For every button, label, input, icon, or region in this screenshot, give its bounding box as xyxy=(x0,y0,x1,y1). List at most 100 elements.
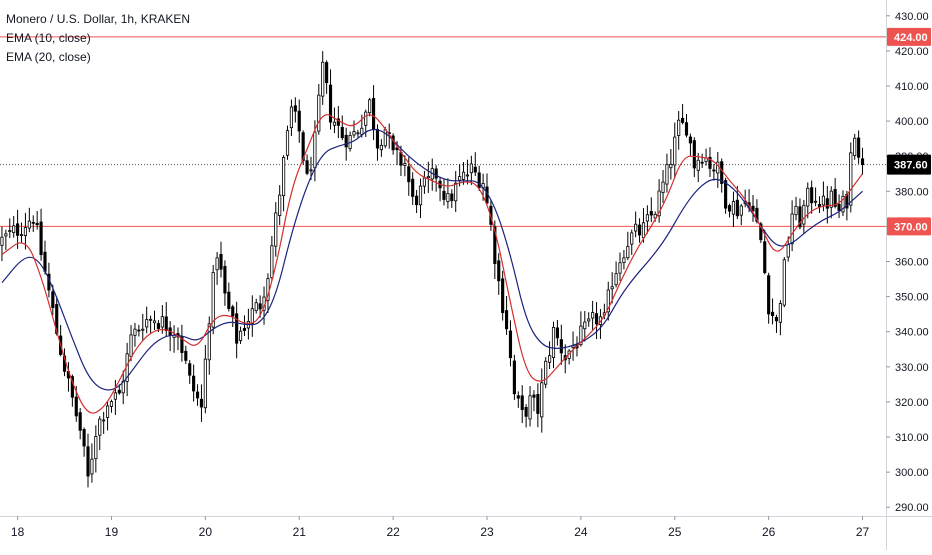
candle-body xyxy=(293,105,297,112)
candle-body xyxy=(618,262,622,274)
candle-body xyxy=(411,178,415,197)
candle-body xyxy=(117,389,121,394)
candle-body xyxy=(207,323,211,361)
candle-body xyxy=(250,308,254,324)
candle-body xyxy=(548,355,552,363)
candle-body xyxy=(614,273,618,286)
candle-body xyxy=(156,323,160,329)
candle-body xyxy=(8,230,12,232)
candle-body xyxy=(594,313,599,325)
candle-body xyxy=(12,225,16,234)
candle-body xyxy=(368,99,372,114)
candle-body xyxy=(219,254,223,270)
candle-body xyxy=(857,137,861,158)
candle-body xyxy=(501,278,505,314)
candle-body xyxy=(802,204,806,225)
candle-body xyxy=(657,190,661,217)
candle-body xyxy=(806,187,810,207)
candle-body xyxy=(739,205,743,216)
candle-body xyxy=(364,111,368,126)
candle-body xyxy=(344,134,348,148)
last-price-label: 387.60 xyxy=(894,160,928,172)
candle-body xyxy=(102,419,106,422)
candle-body xyxy=(767,275,771,315)
candle-body xyxy=(145,319,149,328)
level-price-badge xyxy=(887,217,931,236)
candle-body xyxy=(152,320,157,324)
candle-body xyxy=(434,168,438,179)
candle-body xyxy=(684,122,689,136)
candle-body xyxy=(641,222,646,239)
candle-body xyxy=(27,220,31,229)
x-tick-label: 20 xyxy=(199,525,213,539)
candle-body xyxy=(508,330,513,359)
candle-body xyxy=(328,84,333,123)
candle-body xyxy=(301,132,305,162)
candle-body xyxy=(637,224,642,236)
candle-body xyxy=(195,391,200,399)
candle-body xyxy=(520,395,524,410)
candle-body xyxy=(669,163,673,169)
candle-body xyxy=(591,312,595,319)
x-tick-label: 26 xyxy=(762,525,776,539)
candle-body xyxy=(379,144,383,151)
candle-body xyxy=(4,233,8,237)
candle-body xyxy=(688,136,692,144)
level-price-badge xyxy=(887,27,931,46)
candle-body xyxy=(555,327,559,339)
candle-body xyxy=(751,205,755,212)
candle-body xyxy=(160,316,164,328)
candle-body xyxy=(23,227,27,236)
candle-body xyxy=(39,221,43,256)
y-tick-label: 410.00 xyxy=(895,81,929,93)
candle-body xyxy=(778,303,782,323)
legend-ema20[interactable]: EMA (20, close) xyxy=(6,50,91,64)
y-tick-label: 360.00 xyxy=(895,257,929,269)
candle-body xyxy=(51,291,55,309)
x-tick-label: 24 xyxy=(574,525,588,539)
candle-body xyxy=(626,246,630,259)
candle-body xyxy=(622,257,626,264)
candle-body xyxy=(180,336,184,353)
candle-body xyxy=(35,222,39,226)
candle-body xyxy=(665,163,669,185)
candle-body xyxy=(673,136,677,166)
candle-body xyxy=(137,329,141,332)
candle-body xyxy=(375,128,380,149)
candle-body xyxy=(270,245,274,279)
candle-body xyxy=(536,394,540,414)
candle-body xyxy=(579,325,583,346)
candle-body xyxy=(19,234,24,236)
x-tick-label: 27 xyxy=(856,525,870,539)
candle-body xyxy=(583,321,587,330)
candle-body xyxy=(403,163,407,166)
candle-body xyxy=(446,193,450,202)
candle-body xyxy=(774,316,779,322)
candle-body xyxy=(442,190,446,200)
x-tick-label: 23 xyxy=(480,525,494,539)
candle-body xyxy=(289,106,293,129)
candle-body xyxy=(274,212,278,247)
x-tick-label: 18 xyxy=(11,525,25,539)
candle-body xyxy=(325,62,329,84)
x-tick-label: 25 xyxy=(668,525,682,539)
candle-body xyxy=(681,117,685,123)
candle-body xyxy=(465,174,470,177)
chart-legend: Monero / U.S. Dollar, 1h, KRAKEN EMA (10… xyxy=(6,10,190,67)
candle-body xyxy=(285,130,290,156)
candle-body xyxy=(360,127,364,135)
candle-body xyxy=(630,232,634,245)
candle-body xyxy=(70,376,74,398)
candle-body xyxy=(242,327,247,331)
candle-body xyxy=(149,318,153,321)
legend-ema10[interactable]: EMA (10, close) xyxy=(6,31,91,45)
candle-body xyxy=(109,401,114,407)
candle-body xyxy=(16,223,20,236)
candle-body xyxy=(634,223,638,232)
candle-body xyxy=(696,159,700,171)
candle-body xyxy=(860,158,865,166)
candle-body xyxy=(692,140,696,169)
candle-body xyxy=(282,157,286,197)
